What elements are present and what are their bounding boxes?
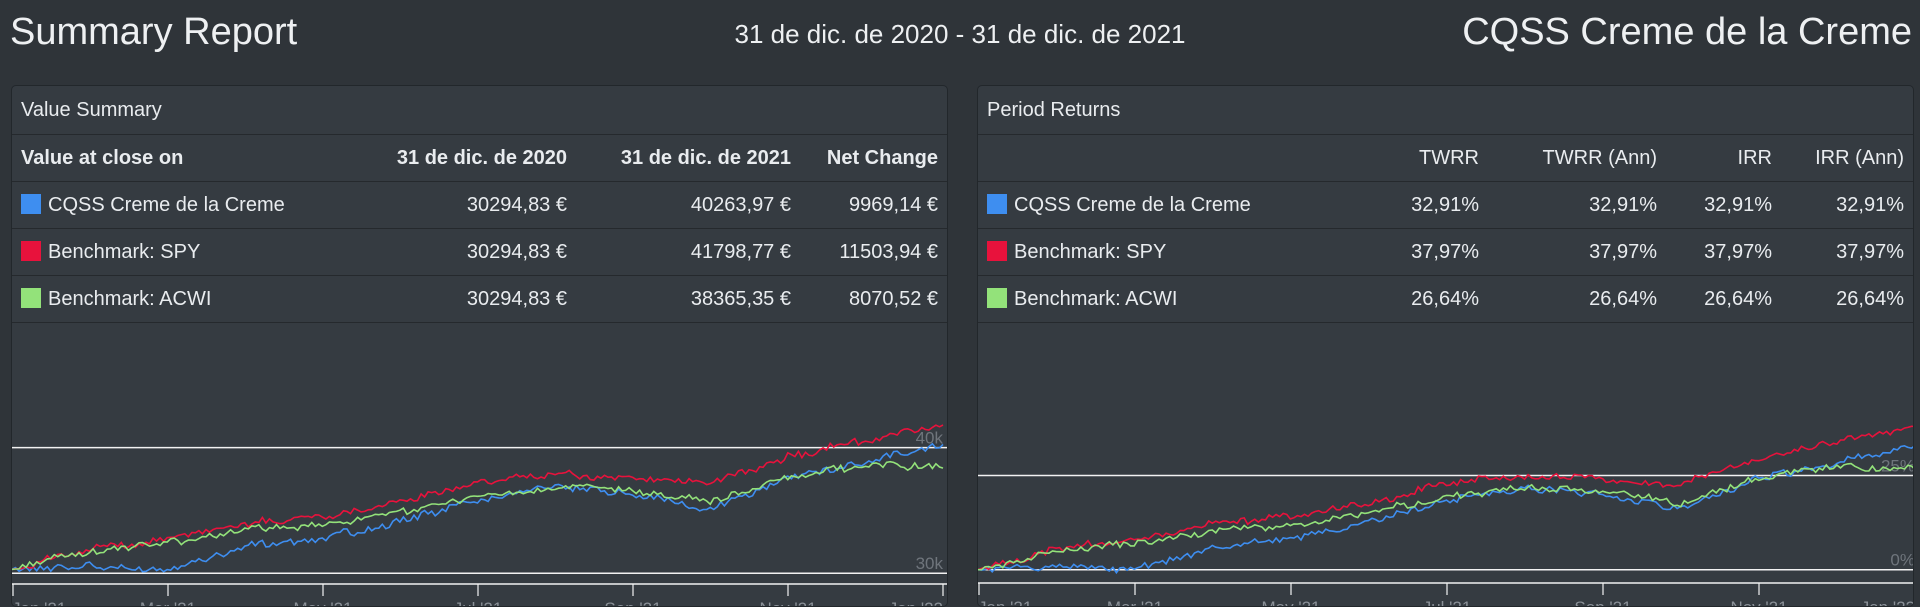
y-tick-label: 40k xyxy=(916,429,944,448)
col-header-end: 31 de dic. de 2021 xyxy=(576,135,800,182)
row-name: Benchmark: SPY xyxy=(1014,240,1167,263)
col-header-label: Value at close on xyxy=(12,135,352,182)
net-change-value: 9969,14 € xyxy=(800,181,947,229)
x-tick-label: Mar '21 xyxy=(140,599,196,606)
irr-ann-value: 32,91% xyxy=(1781,181,1913,229)
row-name-cell: Benchmark: SPY xyxy=(12,228,352,276)
col-header-net-change: Net Change xyxy=(800,135,947,182)
period-returns-title: Period Returns xyxy=(978,86,1913,135)
row-name: Benchmark: ACWI xyxy=(1014,287,1178,310)
value-summary-panel: Value Summary Value at close on 31 de di… xyxy=(11,85,948,607)
row-name: CQSS Creme de la Creme xyxy=(48,193,285,216)
legend-swatch xyxy=(987,287,1007,308)
start-value: 30294,83 € xyxy=(352,275,576,323)
row-name: Benchmark: SPY xyxy=(48,240,201,263)
page-title: Summary Report xyxy=(10,11,298,53)
row-name-cell: Benchmark: ACWI xyxy=(978,275,1348,323)
table-row: Benchmark: SPY 37,97% 37,97% 37,97% 37,9… xyxy=(978,228,1913,276)
y-tick-label: 0% xyxy=(1890,551,1914,570)
irr-value: 37,97% xyxy=(1666,228,1781,276)
x-tick-label: Jan '22 xyxy=(889,599,943,606)
x-tick-label: Sep '21 xyxy=(604,599,661,606)
col-header-twrr: TWRR xyxy=(1348,135,1488,182)
series-line xyxy=(12,460,944,571)
legend-swatch xyxy=(987,193,1007,214)
irr-ann-value: 26,64% xyxy=(1781,275,1913,323)
twrr-value: 26,64% xyxy=(1348,275,1488,323)
table-row: Benchmark: SPY 30294,83 € 41798,77 € 115… xyxy=(12,228,947,276)
table-row: CQSS Creme de la Creme 30294,83 € 40263,… xyxy=(12,181,947,229)
start-value: 30294,83 € xyxy=(352,181,576,229)
irr-value: 26,64% xyxy=(1666,275,1781,323)
series-line xyxy=(978,462,1913,571)
x-tick-label: Jul '21 xyxy=(1423,598,1472,606)
x-tick-label: May '21 xyxy=(294,599,353,606)
start-value: 30294,83 € xyxy=(352,228,576,276)
period-returns-panel: Period Returns TWRR TWRR (Ann) IRR IRR (… xyxy=(977,85,1914,607)
period-returns-table: TWRR TWRR (Ann) IRR IRR (Ann) CQSS Creme… xyxy=(978,135,1913,323)
x-tick-label: Jul '21 xyxy=(454,599,503,606)
legend-swatch xyxy=(21,287,41,308)
x-tick-label: Jan '21 xyxy=(12,599,66,606)
legend-swatch xyxy=(21,193,41,214)
report-period: 31 de dic. de 2020 - 31 de dic. de 2021 xyxy=(734,19,1186,49)
returns-chart: 0% 25% Jan '21 Mar '21 May '21 Jul '21 Sep '21… xyxy=(978,425,1914,606)
end-value: 38365,35 € xyxy=(576,275,800,323)
twrr-value: 32,91% xyxy=(1348,181,1488,229)
net-change-value: 11503,94 € xyxy=(800,228,947,276)
twrr-ann-value: 26,64% xyxy=(1488,275,1666,323)
x-tick-label: Jan '22 xyxy=(1861,598,1914,606)
end-value: 40263,97 € xyxy=(576,181,800,229)
value-chart: 30k 40k Jan '21 Mar '21 May '21 Jul '21 Sep '2… xyxy=(12,424,947,606)
x-tick-label: Sep '21 xyxy=(1574,598,1631,606)
table-row: Benchmark: ACWI 26,64% 26,64% 26,64% 26,… xyxy=(978,275,1913,323)
col-header-empty xyxy=(978,135,1348,182)
x-tick-label: Jan '21 xyxy=(978,598,1032,606)
twrr-value: 37,97% xyxy=(1348,228,1488,276)
col-header-irr: IRR xyxy=(1666,135,1781,182)
y-tick-label: 30k xyxy=(916,554,944,573)
twrr-ann-value: 32,91% xyxy=(1488,181,1666,229)
irr-ann-value: 37,97% xyxy=(1781,228,1913,276)
y-tick-label: 25% xyxy=(1881,457,1914,476)
col-header-start: 31 de dic. de 2020 xyxy=(352,135,576,182)
table-header-row: Value at close on 31 de dic. de 2020 31 … xyxy=(12,135,947,182)
x-tick-label: Nov '21 xyxy=(1730,598,1787,606)
value-summary-table: Value at close on 31 de dic. de 2020 31 … xyxy=(12,135,947,323)
x-tick-label: Nov '21 xyxy=(759,599,816,606)
row-name-cell: Benchmark: SPY xyxy=(978,228,1348,276)
irr-value: 32,91% xyxy=(1666,181,1781,229)
net-change-value: 8070,52 € xyxy=(800,275,947,323)
x-tick-label: Mar '21 xyxy=(1107,598,1163,606)
portfolio-name: CQSS Creme de la Creme xyxy=(1462,11,1912,53)
col-header-twrr-ann: TWRR (Ann) xyxy=(1488,135,1666,182)
table-row: CQSS Creme de la Creme 32,91% 32,91% 32,… xyxy=(978,181,1913,229)
row-name-cell: CQSS Creme de la Creme xyxy=(978,181,1348,229)
legend-swatch xyxy=(987,240,1007,261)
table-row: Benchmark: ACWI 30294,83 € 38365,35 € 80… xyxy=(12,275,947,323)
legend-swatch xyxy=(21,240,41,261)
row-name-cell: CQSS Creme de la Creme xyxy=(12,181,352,229)
series-line xyxy=(978,425,1913,571)
row-name: Benchmark: ACWI xyxy=(48,287,212,310)
twrr-ann-value: 37,97% xyxy=(1488,228,1666,276)
series-line xyxy=(12,442,944,573)
value-summary-title: Value Summary xyxy=(12,86,947,135)
series-line xyxy=(978,444,1913,575)
x-tick-label: May '21 xyxy=(1262,598,1321,606)
col-header-irr-ann: IRR (Ann) xyxy=(1781,135,1913,182)
row-name-cell: Benchmark: ACWI xyxy=(12,275,352,323)
end-value: 41798,77 € xyxy=(576,228,800,276)
table-header-row: TWRR TWRR (Ann) IRR IRR (Ann) xyxy=(978,135,1913,182)
row-name: CQSS Creme de la Creme xyxy=(1014,193,1251,216)
series-line xyxy=(12,424,944,571)
